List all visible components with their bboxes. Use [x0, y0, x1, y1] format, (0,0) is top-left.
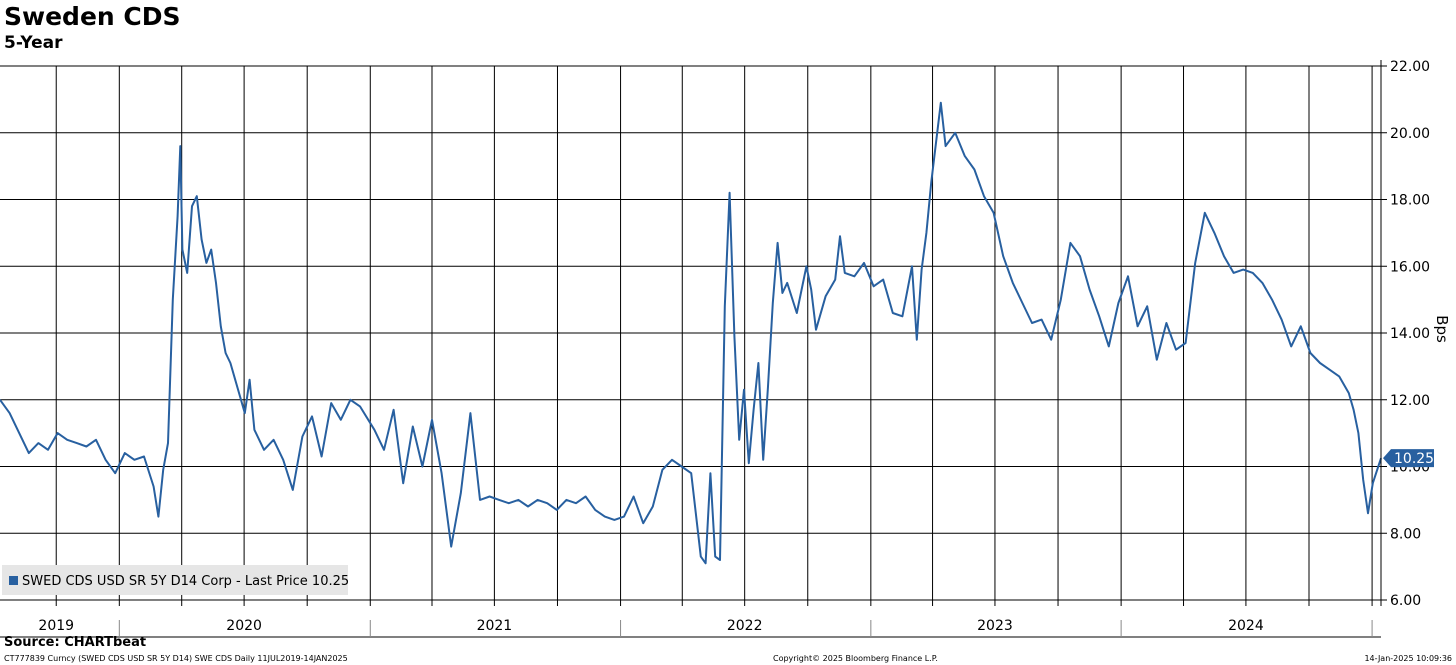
x-year-label: 2022: [727, 618, 763, 634]
y-tick-label: 20.00: [1390, 126, 1430, 142]
y-tick-label: 12.00: [1390, 393, 1430, 409]
chart-subtitle: 5-Year: [4, 33, 63, 53]
footer-ticker-info: CT777839 Curncy (SWED CDS USD SR 5Y D14)…: [4, 654, 348, 663]
x-year-label: 2019: [38, 618, 74, 634]
legend: SWED CDS USD SR 5Y D14 Corp - Last Price…: [2, 565, 349, 595]
y-tick-label: 8.00: [1390, 526, 1421, 542]
y-tick-label: 6.00: [1390, 593, 1421, 609]
series-layer: [0, 101, 1382, 565]
y-tick-label: 22.00: [1390, 59, 1430, 75]
last-value-label: 10.25: [1394, 451, 1434, 467]
source-note: Source: CHARTbeat: [4, 635, 147, 650]
footer-copyright: Copyright© 2025 Bloomberg Finance L.P.: [773, 654, 938, 663]
grid-lines: [0, 65, 1381, 601]
x-year-label: 2020: [226, 618, 262, 634]
y-axis-title: Bps: [1433, 315, 1451, 343]
x-year-label: 2021: [477, 618, 513, 634]
y-tick-label: 16.00: [1390, 259, 1430, 275]
footer-timestamp: 14-Jan-2025 10:09:36: [1364, 654, 1452, 663]
series-line: [0, 101, 1382, 565]
y-tick-label: 14.00: [1390, 326, 1430, 342]
legend-label: SWED CDS USD SR 5Y D14 Corp - Last Price…: [22, 574, 349, 589]
axis-layer: 6.008.0010.0012.0014.0016.0018.0020.0022…: [0, 59, 1451, 638]
last-value-badge: [1383, 449, 1434, 468]
legend-swatch: [9, 576, 18, 585]
legend-box: [2, 565, 348, 595]
x-year-label: 2024: [1228, 618, 1264, 634]
chart-title: Sweden CDS: [4, 2, 181, 31]
x-year-label: 2023: [977, 618, 1013, 634]
y-tick-label: 18.00: [1390, 193, 1430, 209]
